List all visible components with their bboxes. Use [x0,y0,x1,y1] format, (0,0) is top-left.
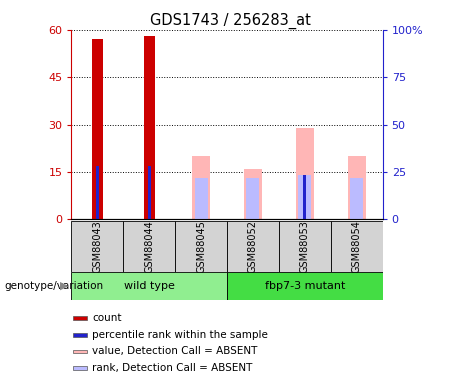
Bar [92,39,103,219]
Bar [73,333,87,337]
Bar [175,221,227,272]
Text: percentile rank within the sample: percentile rank within the sample [92,330,268,340]
Text: count: count [92,313,122,323]
Bar [73,366,87,370]
Text: GDS1743 / 256283_at: GDS1743 / 256283_at [150,13,311,29]
Bar [350,178,363,219]
Text: GSM88044: GSM88044 [144,220,154,273]
Bar [96,166,99,219]
Bar [227,221,279,272]
Bar [279,221,331,272]
Text: ▶: ▶ [60,281,68,291]
Bar [247,178,260,219]
Bar [331,221,383,272]
Text: genotype/variation: genotype/variation [5,281,104,291]
Bar [348,156,366,219]
Text: value, Detection Call = ABSENT: value, Detection Call = ABSENT [92,346,258,356]
Bar [192,156,210,219]
Bar [296,128,314,219]
Text: GSM88053: GSM88053 [300,220,310,273]
Bar [71,221,124,272]
Bar [124,221,175,272]
Text: GSM88054: GSM88054 [352,220,362,273]
Bar [298,175,311,219]
Bar [73,350,87,353]
Text: GSM88052: GSM88052 [248,220,258,273]
Bar [148,166,151,219]
Text: GSM88045: GSM88045 [196,220,206,273]
Text: wild type: wild type [124,281,175,291]
Text: fbp7-3 mutant: fbp7-3 mutant [265,281,345,291]
Text: GSM88043: GSM88043 [92,220,102,273]
Bar [227,272,383,300]
Bar [73,316,87,320]
Bar [71,272,227,300]
Bar [244,169,262,219]
Text: rank, Detection Call = ABSENT: rank, Detection Call = ABSENT [92,363,253,373]
Bar [195,178,207,219]
Bar [143,36,155,219]
Bar [303,175,307,219]
